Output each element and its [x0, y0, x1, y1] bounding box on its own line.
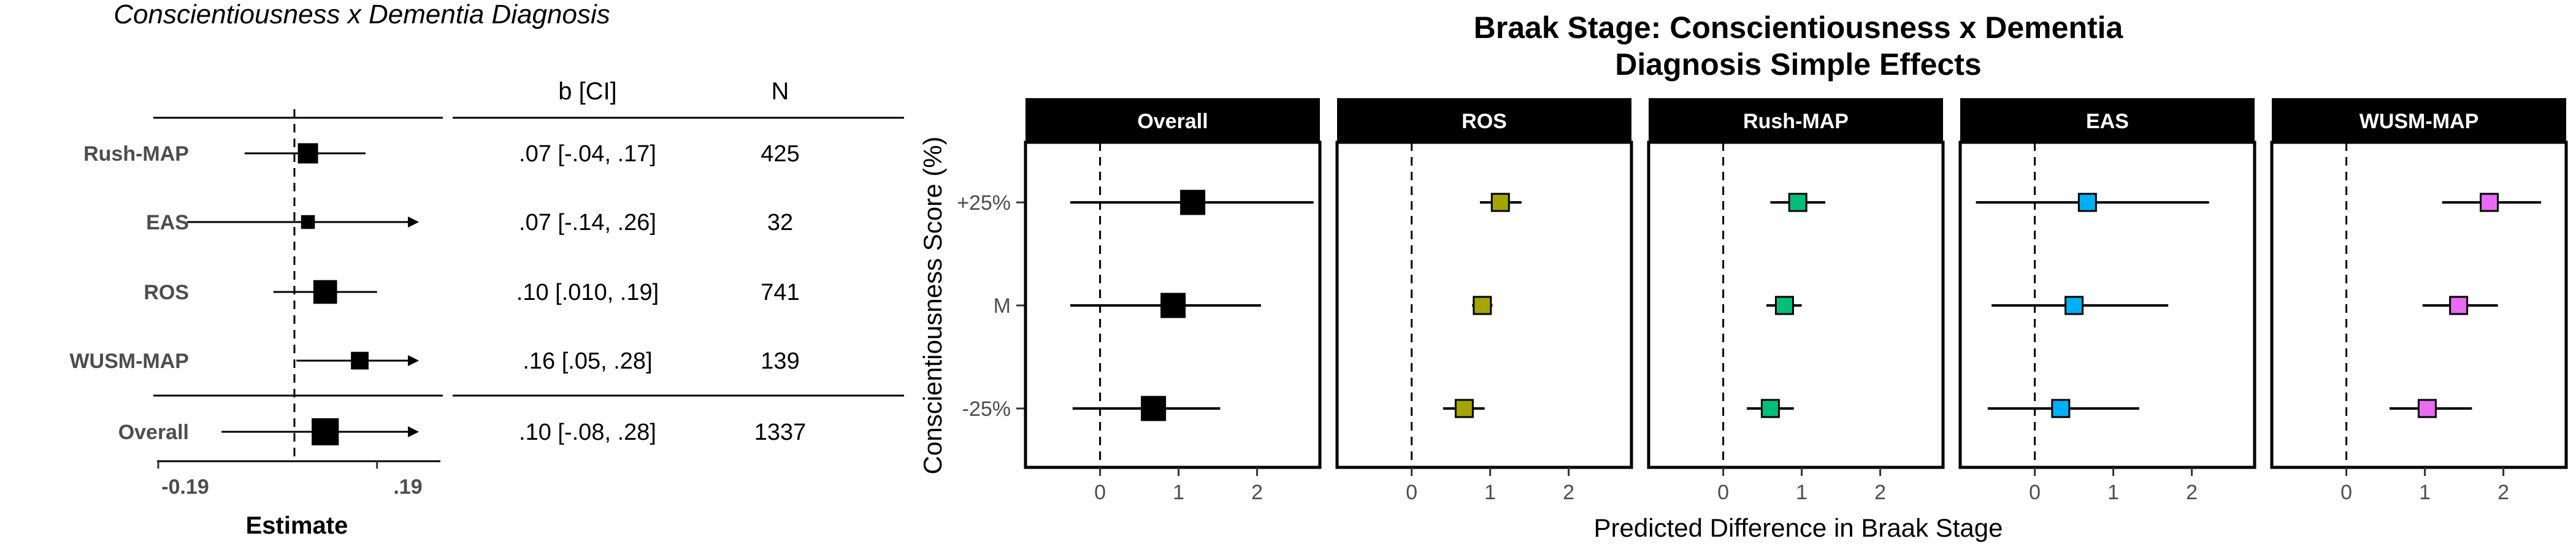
facet-panel-border	[1647, 140, 1945, 469]
facet-x-tick-label: 2	[2497, 481, 2509, 504]
forest-estimate-marker	[313, 280, 337, 304]
facet-estimate-marker	[2417, 399, 2437, 418]
facet-strip-label: ROS	[1462, 110, 1507, 133]
forest-ci-arrow	[408, 217, 420, 228]
facet-panels: +25% M -25% Overall 0 1 2 ROS 0 1 2 Rush-MAP 0 1 2 EAS 0…	[957, 98, 2568, 504]
facet-strip	[1025, 98, 1320, 142]
facet-estimate-marker	[2077, 193, 2097, 212]
simple-effects-y-axis-label: Conscientiousness Score (%)	[918, 137, 947, 475]
facet-estimate-marker	[1788, 193, 1807, 212]
forest-ci-value: .07 [-.04, .17]	[519, 141, 656, 167]
forest-n-value: 1337	[754, 420, 807, 445]
forest-n-value: 741	[761, 280, 799, 305]
facet-estimate-marker	[1454, 399, 1474, 418]
facet-x-tick-label: 0	[1406, 481, 1417, 504]
facet-strip-label: Overall	[1137, 110, 1208, 133]
forest-ci-value: .10 [.010, .19]	[516, 280, 659, 305]
simple-effects-x-axis-label: Predicted Difference in Braak Stage	[1594, 513, 2003, 542]
forest-x-tick-label: -0.19	[161, 475, 209, 499]
forest-ci-arrow	[408, 426, 420, 437]
facet-panel-border	[1024, 140, 1322, 469]
forest-row-label: Overall	[118, 421, 189, 444]
facet-x-tick-label: 1	[1796, 481, 1807, 504]
forest-x-axis-label: Estimate	[246, 512, 348, 539]
n-column-header: N	[772, 78, 789, 105]
facet-estimate-marker	[1141, 396, 1167, 421]
facet-x-tick-label: 0	[2340, 481, 2352, 504]
facet-strip-label: EAS	[2086, 110, 2129, 133]
facet-x-tick-label: 0	[2029, 481, 2041, 504]
facet-estimate-marker	[1774, 296, 1794, 315]
y-tick-label: -25%	[962, 397, 1011, 421]
forest-ci-arrow	[408, 355, 420, 366]
forest-row-label: WUSM-MAP	[69, 350, 189, 373]
facet-x-tick-label: 2	[1251, 481, 1263, 504]
simple-effects-title-line-1: Braak Stage: Conscientiousness x Dementi…	[1474, 10, 2124, 45]
forest-row-label: EAS	[146, 211, 189, 234]
simple-effects-title-line-2: Diagnosis Simple Effects	[1615, 47, 1981, 82]
facet-strip	[1649, 98, 1943, 142]
facet-strip	[1337, 98, 1631, 142]
facet-x-tick-label: 1	[2107, 481, 2119, 504]
forest-x-tick-label: .19	[393, 475, 422, 499]
forest-ci-value: .07 [-.14, .26]	[519, 210, 656, 236]
forest-estimate-marker	[301, 215, 315, 229]
forest-estimate-marker	[312, 418, 339, 446]
forest-row-label: ROS	[144, 281, 189, 304]
forest-n-value: 32	[767, 210, 793, 236]
simple-effects-plot: Braak Stage: Conscientiousness x Dementi…	[918, 10, 2568, 542]
facet-estimate-marker	[1760, 399, 1780, 418]
facet-estimate-marker	[1490, 193, 1510, 212]
facet-estimate-marker	[2064, 296, 2084, 315]
facet-x-tick-label: 0	[1717, 481, 1729, 504]
facet-estimate-marker	[2480, 193, 2499, 212]
facet-panel-border	[2270, 140, 2568, 469]
facet-strip	[2272, 98, 2566, 142]
y-tick-label: M	[994, 294, 1011, 318]
facet-x-tick-label: 2	[2186, 481, 2198, 504]
facet-estimate-marker	[1160, 293, 1186, 318]
facet-estimate-marker	[2449, 296, 2469, 315]
ci-column-header: b [CI]	[558, 78, 617, 105]
facet-estimate-marker	[2051, 399, 2071, 418]
facet-strip-label: Rush-MAP	[1743, 110, 1849, 133]
forest-ci-value: .16 [.05, .28]	[523, 348, 652, 374]
forest-estimate-marker	[351, 351, 369, 370]
facet-estimate-marker	[1473, 296, 1492, 315]
facet-strip	[1960, 98, 2255, 142]
forest-estimate-marker	[297, 143, 318, 164]
facet-estimate-marker	[1180, 190, 1206, 215]
facet-panel-border	[1958, 140, 2256, 469]
facet-x-tick-label: 2	[1563, 481, 1574, 504]
forest-row-label: Rush-MAP	[83, 142, 189, 166]
facet-x-tick-label: 0	[1094, 481, 1106, 504]
forest-n-value: 425	[761, 141, 799, 167]
forest-rows: -0.19 .19 Rush-MAP .07 [-.04, .17] 425 EAS .07…	[69, 109, 904, 499]
facet-x-tick-label: 1	[1173, 481, 1184, 504]
forest-plot-title: Conscientiousness x Dementia Diagnosis	[113, 0, 610, 29]
facet-panel-border	[1335, 140, 1633, 469]
forest-ci-value: .10 [-.08, .28]	[519, 420, 656, 445]
facet-x-tick-label: 1	[1484, 481, 1496, 504]
forest-n-value: 139	[761, 348, 799, 374]
forest-plot: Conscientiousness x Dementia Diagnosis b…	[69, 0, 904, 539]
facet-strip-label: WUSM-MAP	[2359, 110, 2479, 133]
y-tick-label: +25%	[957, 191, 1011, 215]
facet-x-tick-label: 1	[2419, 481, 2431, 504]
facet-x-tick-label: 2	[1874, 481, 1886, 504]
